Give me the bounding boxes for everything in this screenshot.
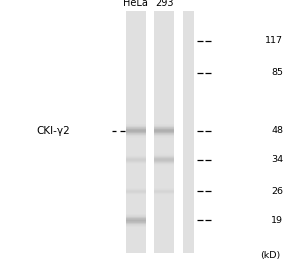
Bar [126, 124, 146, 125]
Bar [126, 130, 146, 131]
Bar [154, 189, 174, 190]
Bar [126, 220, 146, 221]
Bar [126, 215, 146, 216]
Text: 26: 26 [271, 187, 283, 196]
Bar [126, 131, 146, 132]
Bar [126, 158, 146, 159]
Bar [154, 125, 174, 126]
Bar [126, 221, 146, 222]
Text: 48: 48 [271, 126, 283, 135]
Bar [126, 225, 146, 226]
Bar [126, 189, 146, 190]
Bar [126, 226, 146, 227]
Bar [154, 132, 174, 133]
Text: 85: 85 [271, 68, 283, 77]
Bar [154, 124, 174, 125]
Text: 117: 117 [265, 36, 283, 45]
Bar [126, 192, 146, 193]
Bar [183, 11, 194, 253]
Bar [154, 194, 174, 195]
Bar [154, 133, 174, 134]
Bar [154, 164, 174, 165]
Bar [154, 158, 174, 159]
Bar [154, 134, 174, 135]
Text: 34: 34 [271, 155, 283, 164]
Bar [154, 159, 174, 160]
Text: 293: 293 [155, 0, 173, 8]
Bar [154, 129, 174, 130]
Bar [154, 156, 174, 157]
Bar [154, 126, 174, 127]
Bar [126, 136, 146, 137]
Bar [126, 159, 146, 160]
Bar [126, 125, 146, 126]
Text: 19: 19 [271, 216, 283, 225]
Text: (kD): (kD) [260, 251, 280, 260]
Bar [126, 222, 146, 223]
Bar [126, 216, 146, 217]
Bar [126, 157, 146, 158]
Bar [126, 163, 146, 164]
Bar [126, 132, 146, 133]
Bar [126, 194, 146, 195]
Bar [126, 137, 146, 138]
Bar [126, 126, 146, 127]
Bar [126, 162, 146, 163]
Bar [126, 133, 146, 134]
Bar [154, 160, 174, 161]
Bar [154, 154, 174, 155]
Bar [154, 11, 174, 253]
Bar [126, 134, 146, 135]
Bar [126, 218, 146, 219]
Bar [154, 193, 174, 194]
Bar [126, 223, 146, 224]
Bar [126, 135, 146, 136]
Bar [154, 188, 174, 189]
Bar [126, 155, 146, 156]
Bar [154, 161, 174, 162]
Bar [154, 137, 174, 138]
Bar [126, 156, 146, 157]
Bar [126, 129, 146, 130]
Bar [126, 217, 146, 218]
Bar [126, 161, 146, 162]
Bar [126, 11, 146, 253]
Bar [126, 193, 146, 194]
Bar [154, 127, 174, 128]
Bar [154, 157, 174, 158]
Bar [154, 130, 174, 131]
Bar [126, 188, 146, 189]
Bar [154, 192, 174, 193]
Bar [154, 128, 174, 129]
Bar [154, 163, 174, 164]
Bar [126, 214, 146, 215]
Bar [154, 135, 174, 136]
Bar [126, 127, 146, 128]
Bar [126, 160, 146, 161]
Text: CKI-γ2: CKI-γ2 [37, 126, 70, 136]
Bar [126, 128, 146, 129]
Bar [154, 190, 174, 191]
Bar [126, 191, 146, 192]
Bar [154, 155, 174, 156]
Bar [154, 162, 174, 163]
Bar [126, 190, 146, 191]
Bar [154, 153, 174, 154]
Bar [126, 219, 146, 220]
Bar [154, 131, 174, 132]
Bar [154, 136, 174, 137]
Bar [154, 191, 174, 192]
Text: HeLa: HeLa [123, 0, 148, 8]
Bar [154, 165, 174, 166]
Bar [126, 224, 146, 225]
